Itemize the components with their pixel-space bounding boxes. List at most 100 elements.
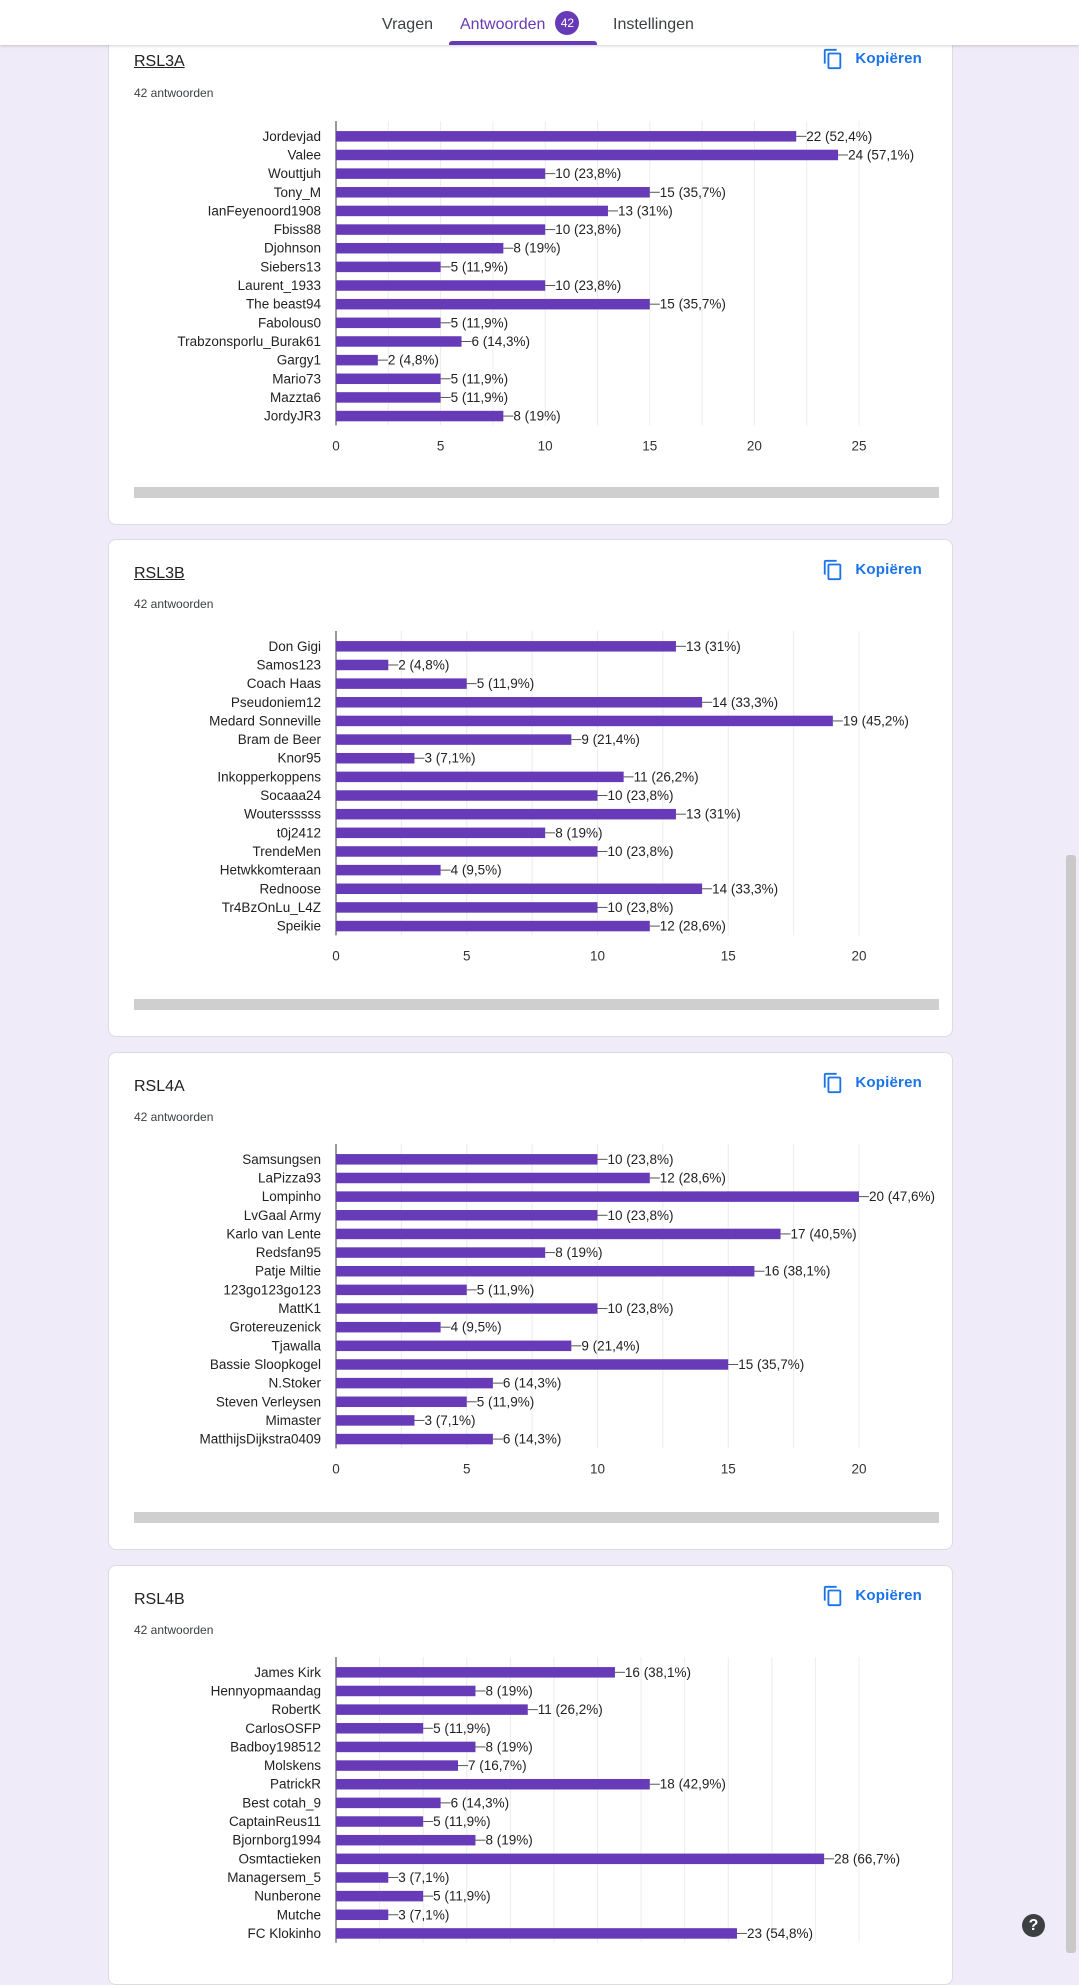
bar xyxy=(336,1191,859,1202)
category-label: IanFeyenoord1908 xyxy=(208,203,321,218)
question-card-rsl3b: RSL3B 42 antwoorden Kopiëren Don Gigi 13 … xyxy=(108,539,953,1037)
data-label: 10 (23,8%) xyxy=(608,788,674,803)
tab-questions[interactable]: Vragen xyxy=(382,16,433,33)
bar xyxy=(336,1433,493,1445)
chart-horizontal-scrollbar[interactable] xyxy=(134,487,939,498)
copy-chart-button[interactable]: Kopiëren xyxy=(822,44,922,74)
category-label: RobertK xyxy=(271,1702,321,1717)
bar xyxy=(336,280,546,291)
bar xyxy=(336,1359,729,1370)
x-tick-label: 5 xyxy=(463,948,471,963)
copy-chart-button[interactable]: Kopiëren xyxy=(822,555,922,585)
page-scrollbar[interactable] xyxy=(1066,855,1076,1953)
bar xyxy=(336,1909,389,1921)
category-label: Knor95 xyxy=(277,751,321,766)
bar xyxy=(336,168,546,179)
category-label: Wouttjuh xyxy=(268,166,321,181)
bar-chart-rsl3b: Don Gigi 13 (31%) Samos123 2 (4,8%) Coach Ha… xyxy=(209,631,909,963)
bar xyxy=(336,373,441,385)
category-label: Siebers13 xyxy=(260,259,321,274)
category-label: Rednoose xyxy=(259,881,321,896)
data-label: 5 (11,9%) xyxy=(451,315,509,330)
bar-chart-rsl4b: James Kirk 16 (38,1%) Hennyopmaandag 8 (19%… xyxy=(211,1657,900,1943)
category-label: Samsungsen xyxy=(242,1152,321,1167)
bar xyxy=(336,883,703,895)
bar xyxy=(336,1834,476,1846)
x-tick-label: 10 xyxy=(590,1461,605,1476)
bar xyxy=(336,317,441,329)
bar xyxy=(336,149,839,161)
category-label: Medard Sonneville xyxy=(209,713,321,728)
category-label: Gargy1 xyxy=(277,353,321,368)
copy-chart-button[interactable]: Kopiëren xyxy=(822,1068,922,1098)
category-label: PatrickR xyxy=(270,1777,321,1792)
copy-chart-button[interactable]: Kopiëren xyxy=(822,1581,922,1611)
bar xyxy=(336,1760,459,1771)
tab-responses-label: Antwoorden xyxy=(460,16,546,33)
category-label: Nunberone xyxy=(254,1889,321,1904)
copy-label: Kopiëren xyxy=(855,1074,922,1091)
question-title[interactable]: RSL3A xyxy=(134,53,185,70)
question-title: RSL4B xyxy=(134,1591,185,1608)
category-label: LaPizza93 xyxy=(258,1170,321,1185)
question-card-rsl4a: RSL4A 42 antwoorden Kopiëren Samsungsen 1… xyxy=(108,1052,953,1550)
data-label: 10 (23,8%) xyxy=(555,222,621,237)
x-tick-label: 5 xyxy=(463,1461,471,1476)
chart-horizontal-scrollbar[interactable] xyxy=(134,999,939,1010)
active-tab-indicator xyxy=(449,41,597,45)
category-label: Mario73 xyxy=(272,371,321,386)
bar xyxy=(336,1741,476,1753)
data-label: 24 (57,1%) xyxy=(848,147,914,162)
data-label: 3 (7,1%) xyxy=(424,1413,475,1428)
bar xyxy=(336,1797,441,1809)
data-label: 11 (26,2%) xyxy=(634,769,699,784)
category-label: Osmtactieken xyxy=(238,1851,321,1866)
category-label: CarlosOSFP xyxy=(245,1721,321,1736)
help-button[interactable]: ? xyxy=(1022,1914,1045,1937)
data-label: 14 (33,3%) xyxy=(712,881,778,896)
bar xyxy=(336,187,650,198)
data-label: 6 (14,3%) xyxy=(472,334,531,349)
category-label: Jordevjad xyxy=(262,129,321,144)
bar xyxy=(336,392,441,403)
data-label: 8 (19%) xyxy=(555,1245,602,1260)
bar xyxy=(336,678,467,689)
bar xyxy=(336,1704,528,1715)
data-label: 5 (11,9%) xyxy=(477,1282,535,1297)
category-label: Grotereuzenick xyxy=(229,1320,321,1335)
data-label: 5 (11,9%) xyxy=(451,371,509,386)
data-label: 15 (35,7%) xyxy=(660,297,726,312)
bar xyxy=(336,336,462,347)
x-tick-label: 10 xyxy=(590,948,605,963)
category-label: 123go123go123 xyxy=(223,1282,321,1297)
category-label: Tony_M xyxy=(274,185,321,200)
category-label: Fbiss88 xyxy=(274,222,321,237)
tab-responses[interactable]: Antwoorden 42 xyxy=(460,0,580,45)
chart-horizontal-scrollbar[interactable] xyxy=(134,1512,939,1523)
category-label: Fabolous0 xyxy=(258,315,321,330)
question-title[interactable]: RSL3B xyxy=(134,565,185,582)
category-label: Djohnson xyxy=(264,241,321,256)
data-label: 14 (33,3%) xyxy=(712,695,778,710)
bar xyxy=(336,752,415,764)
category-label: N.Stoker xyxy=(268,1376,321,1391)
tab-settings[interactable]: Instellingen xyxy=(613,16,694,33)
bar xyxy=(336,1303,598,1314)
copy-label: Kopiëren xyxy=(855,561,922,578)
category-label: LvGaal Army xyxy=(244,1208,322,1223)
category-label: Samos123 xyxy=(256,657,321,672)
bar xyxy=(336,1890,424,1902)
data-label: 7 (16,7%) xyxy=(468,1758,527,1773)
category-label: Karlo van Lente xyxy=(226,1226,321,1241)
data-label: 19 (45,2%) xyxy=(843,713,909,728)
data-label: 8 (19%) xyxy=(485,1683,532,1698)
data-label: 8 (19%) xyxy=(513,241,560,256)
data-label: 3 (7,1%) xyxy=(424,751,475,766)
category-label: Tr4BzOnLu_L4Z xyxy=(222,900,321,915)
category-label: Bram de Beer xyxy=(238,732,322,747)
x-tick-label: 20 xyxy=(851,1461,866,1476)
data-label: 10 (23,8%) xyxy=(608,844,674,859)
data-label: 15 (35,7%) xyxy=(660,185,726,200)
bar xyxy=(336,715,833,727)
bar xyxy=(336,410,504,422)
